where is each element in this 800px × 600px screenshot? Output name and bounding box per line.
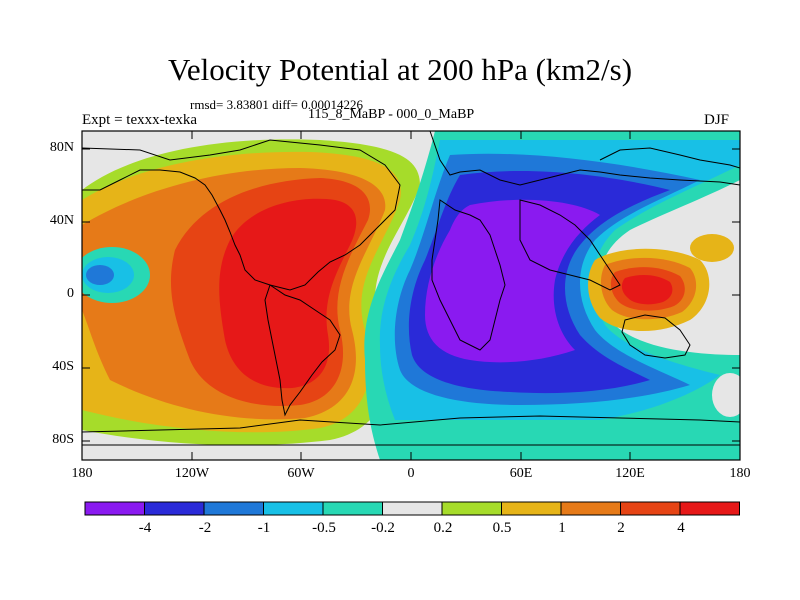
colorbar-label: -1	[257, 520, 271, 536]
colorbar-swatch	[441, 501, 502, 516]
y-tick-label: 80S	[52, 432, 74, 447]
y-tick-label: 0	[67, 286, 74, 301]
x-tick-label: 180	[71, 466, 93, 481]
colorbar-swatch	[560, 501, 621, 516]
y-tick-label: 40N	[49, 213, 74, 228]
period-label: 115_8_MaBP - 000_0_MaBP	[308, 107, 475, 122]
x-tick-label: 60E	[509, 466, 533, 481]
x-tick-label: 60W	[287, 466, 315, 481]
experiment-label: Expt = texxx-texka	[82, 112, 198, 128]
colorbar-label: -0.2	[371, 520, 395, 536]
x-tick-label: 120E	[615, 466, 645, 481]
colorbar-swatch	[144, 501, 205, 516]
season-label: DJF	[704, 112, 730, 128]
plot-title: Velocity Potential at 200 hPa (km2/s)	[167, 52, 633, 87]
colorbar-swatch	[620, 501, 681, 516]
colorbar-label: -2	[198, 520, 212, 536]
y-tick-label: 40S	[52, 359, 74, 374]
x-tick-label: 0	[407, 466, 415, 481]
y-tick-label: 80N	[49, 140, 74, 155]
contour-fill	[82, 131, 740, 460]
rmsd-subtitle: rmsd= 3.83801 diff= 0.00014226	[190, 97, 363, 112]
colorbar-label: 0.2	[433, 520, 453, 536]
colorbar-label: 0.5	[492, 520, 512, 536]
colorbar-label: 4	[677, 520, 685, 536]
x-tick-label: 180	[729, 466, 751, 481]
colorbar-swatch	[679, 501, 740, 516]
colorbar-swatch	[322, 501, 383, 516]
colorbar-label: 2	[617, 520, 625, 536]
colorbar-swatch	[263, 501, 324, 516]
coastlines	[82, 131, 740, 446]
colorbar-swatch	[203, 501, 264, 516]
colorbar-label: 1	[558, 520, 566, 536]
colorbar-swatch	[382, 501, 443, 516]
axis-ticks	[82, 131, 740, 460]
colorbar	[84, 501, 740, 516]
colorbar-label: -4	[138, 520, 152, 536]
x-tick-label: 120W	[174, 466, 210, 481]
colorbar-swatch	[501, 501, 562, 516]
colorbar-swatch	[84, 501, 145, 516]
colorbar-label: -0.5	[312, 520, 336, 536]
